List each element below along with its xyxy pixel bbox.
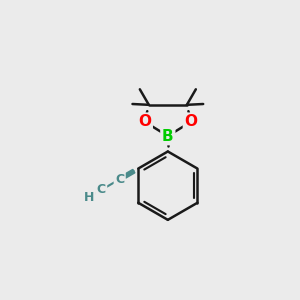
- Text: O: O: [138, 114, 151, 129]
- Text: C: C: [97, 184, 106, 196]
- Text: C: C: [115, 173, 124, 186]
- Text: O: O: [184, 114, 197, 129]
- Text: B: B: [162, 128, 174, 143]
- Text: H: H: [84, 190, 94, 204]
